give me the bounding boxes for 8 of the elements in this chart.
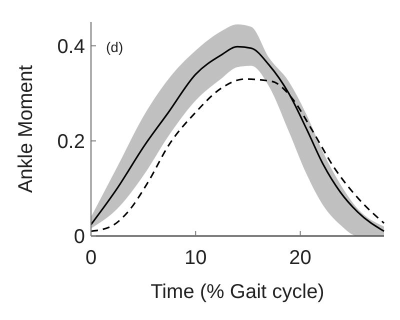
x-axis-title: Time (% Gait cycle) [150, 281, 324, 303]
x-tick-label: 20 [289, 247, 312, 269]
y-tick-label: 0 [74, 226, 85, 248]
y-axis-title: Ankle Moment [15, 64, 37, 193]
x-tick-label: 10 [184, 247, 207, 269]
annotation: (d) [106, 39, 124, 55]
y-tick-label: 0.2 [57, 130, 85, 153]
y-tick-label: 0.4 [57, 36, 85, 58]
